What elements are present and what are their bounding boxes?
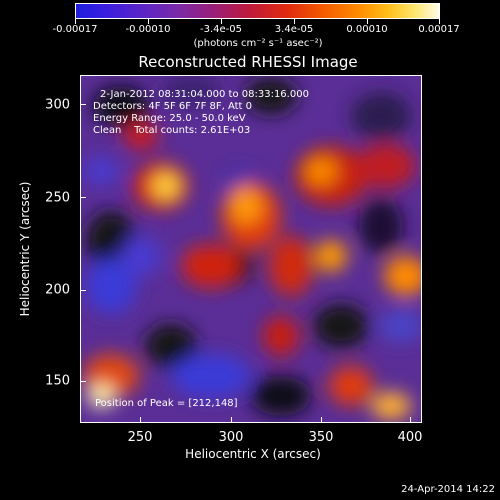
- x-tick: [231, 417, 232, 423]
- colorbar: [75, 3, 440, 19]
- y-tick-label: 300: [45, 97, 70, 113]
- detectors: Detectors: 4F 5F 6F 7F 8F, Att 0: [93, 101, 253, 112]
- colorbar-tick: [367, 19, 368, 24]
- colorbar-units: (photons cm⁻² s⁻¹ asec⁻²): [193, 38, 323, 49]
- colorbar-label: 0.00017: [418, 24, 460, 35]
- rhessi-image: [80, 75, 422, 423]
- plot-title: Reconstructed RHESSI Image: [138, 53, 358, 71]
- x-tick-label: 350: [308, 430, 334, 445]
- colorbar-label: -0.00010: [125, 24, 171, 35]
- y-tick-label: 250: [45, 190, 70, 206]
- y-tick: [80, 197, 86, 198]
- colorbar-label: 3.4e-05: [274, 24, 314, 35]
- y-tick: [80, 104, 86, 105]
- colorbar-tick: [148, 19, 149, 24]
- x-tick-label: 300: [218, 430, 244, 445]
- date-stamp: 24-Apr-2014 14:22: [401, 484, 495, 495]
- y-tick-label: 200: [45, 282, 70, 298]
- x-tick: [321, 417, 322, 423]
- peak-position: Position of Peak = [212,148]: [95, 398, 238, 409]
- intensity-map: [81, 76, 421, 422]
- colorbar-tick: [75, 19, 76, 24]
- y-axis-label: Heliocentric Y (arcsec): [18, 181, 32, 317]
- colorbar-tick: [294, 19, 295, 24]
- x-tick-label: 250: [127, 430, 153, 445]
- y-tick: [80, 381, 86, 382]
- x-tick: [410, 417, 411, 423]
- y-tick-label: 150: [45, 373, 70, 389]
- x-tick-label: 400: [397, 430, 423, 445]
- colorbar-tick: [221, 19, 222, 24]
- x-axis-label: Heliocentric X (arcsec): [185, 447, 321, 461]
- method-counts: Clean Total counts: 2.61E+03: [93, 125, 251, 136]
- colorbar-label: 0.00010: [346, 24, 388, 35]
- time-range: 2-Jan-2012 08:31:04.000 to 08:33:16.000: [100, 89, 309, 100]
- y-tick: [80, 290, 86, 291]
- x-tick: [140, 417, 141, 423]
- colorbar-tick: [439, 19, 440, 24]
- energy-range: Energy Range: 25.0 - 50.0 keV: [93, 113, 246, 124]
- colorbar-label: -3.4e-05: [200, 24, 242, 35]
- colorbar-label: -0.00017: [52, 24, 98, 35]
